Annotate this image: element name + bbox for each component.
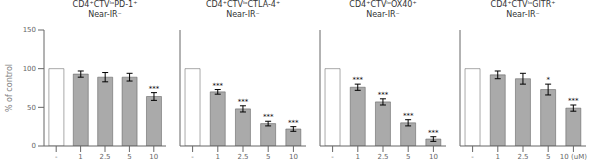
svg-text:2.5: 2.5 [377, 153, 388, 161]
svg-text:1: 1 [78, 153, 82, 161]
html-text:CD4⁺CTVˡᵒCTLA-4⁺ Near-IR⁻: CD4⁺CTVˡᵒCTLA-4⁺ Near-IR⁻ [205, 0, 281, 19]
html-text:CD4⁺CTVˡᵒOX40⁺ Near-IR⁻: CD4⁺CTVˡᵒOX40⁺ Near-IR⁻ [349, 0, 417, 19]
svg-text:***: *** [568, 97, 579, 105]
svg-text:***: *** [238, 98, 249, 106]
svg-text:10 (uM): 10 (uM) [560, 153, 584, 161]
svg-text:10: 10 [149, 153, 158, 161]
svg-text:1: 1 [356, 153, 360, 161]
svg-text:-: - [331, 153, 334, 161]
svg-text:% of control: % of control [8, 64, 14, 112]
svg-text:-: - [191, 153, 194, 161]
svg-text:5: 5 [127, 153, 131, 161]
svg-text:0: 0 [32, 142, 36, 150]
svg-text:1: 1 [216, 153, 220, 161]
svg-text:5: 5 [406, 153, 410, 161]
svg-text:***: *** [263, 113, 274, 121]
svg-text:***: *** [149, 85, 160, 93]
svg-text:-: - [471, 153, 474, 161]
svg-text:2.5: 2.5 [99, 153, 110, 161]
svg-text:***: *** [352, 76, 363, 84]
svg-text:100: 100 [23, 65, 36, 73]
svg-text:10: 10 [289, 153, 298, 161]
svg-text:5: 5 [266, 153, 270, 161]
svg-text:***: *** [288, 119, 299, 127]
svg-text:***: *** [403, 112, 414, 120]
svg-text:2.5: 2.5 [517, 153, 528, 161]
svg-text:5: 5 [546, 153, 550, 161]
svg-text:150: 150 [23, 26, 36, 34]
svg-text:-: - [55, 153, 58, 161]
svg-text:***: *** [378, 91, 389, 99]
svg-text:***: *** [428, 129, 439, 137]
html-text:CD4⁺CTVˡᵒGITR⁺ Near-IR⁻: CD4⁺CTVˡᵒGITR⁺ Near-IR⁻ [490, 0, 556, 19]
svg-text:*: * [546, 76, 550, 84]
svg-text:2.5: 2.5 [237, 153, 248, 161]
svg-text:***: *** [212, 82, 223, 90]
svg-text:1: 1 [496, 153, 500, 161]
html-text:CD4⁺CTVˡᵒPD-1⁺ Near-IR⁻: CD4⁺CTVˡᵒPD-1⁺ Near-IR⁻ [72, 0, 138, 19]
svg-text:10: 10 [429, 153, 438, 161]
svg-text:50: 50 [27, 104, 36, 112]
